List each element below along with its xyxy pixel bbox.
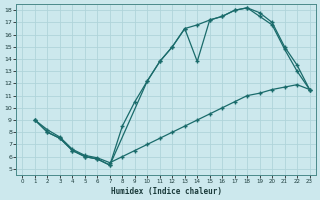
X-axis label: Humidex (Indice chaleur): Humidex (Indice chaleur) [110,187,221,196]
